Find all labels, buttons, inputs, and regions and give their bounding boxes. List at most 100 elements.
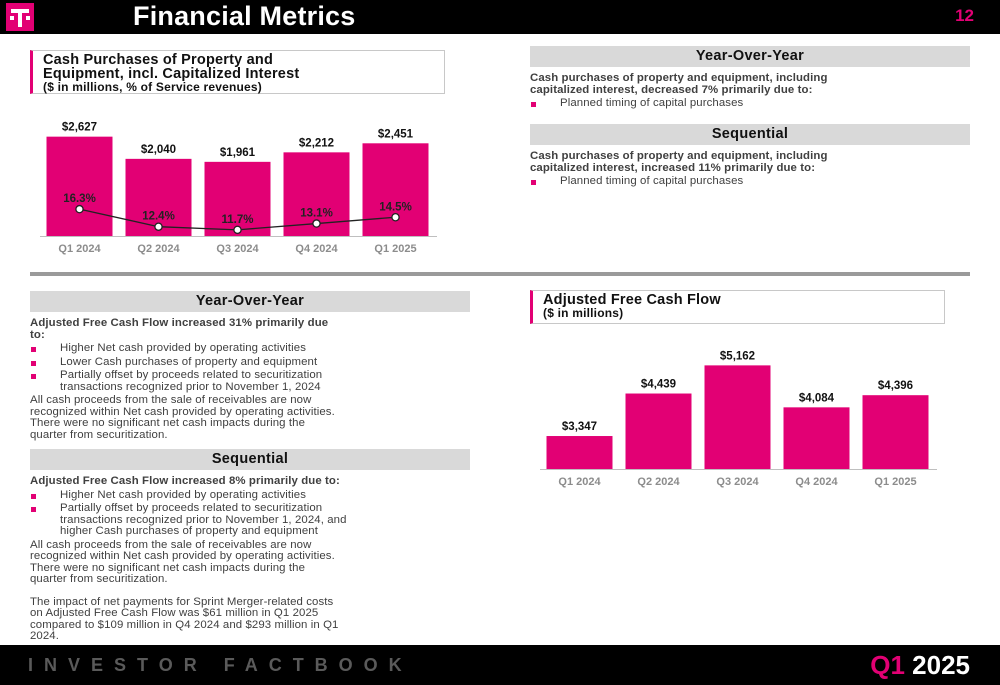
capex-yoy-text: Cash purchases of property and equipment…: [530, 72, 970, 110]
capex-seq-lead-1: Cash purchases of property and equipment…: [530, 150, 828, 162]
bar-value-label: $4,439: [641, 379, 676, 391]
bar-value-label: $2,212: [299, 137, 334, 149]
fcf-seq-bullet-2-line1: Partially offset by proceeds related to …: [60, 502, 323, 514]
footer-quarter: Q1: [870, 650, 905, 680]
fcf-seq-bullet-2: Partially offset by proceeds related to …: [30, 502, 475, 538]
t-mobile-logo-icon: [6, 3, 34, 31]
bar-q1-2025: [362, 143, 429, 236]
fcf-seq-note-2: recognized within Net cash provided by o…: [30, 550, 335, 562]
footer-factbook-label: INVESTOR FACTBOOK: [28, 655, 413, 675]
bar-value-label: $2,627: [62, 122, 97, 134]
fcf-subtitle: ($ in millions): [543, 306, 624, 320]
fcf-yoy-text: Adjusted Free Cash Flow increased 31% pr…: [30, 317, 475, 441]
fcf-seq-bullet-2-line3: higher Cash purchases of property and eq…: [60, 525, 318, 537]
fcf-chart-svg: $3,347 Q1 2024 $4,439 Q2 2024 $5,162 Q3 2024 $…: [540, 350, 937, 488]
capex-title-line1: Cash Purchases of Property and: [43, 52, 274, 68]
bar-value-label: $4,396: [878, 380, 913, 392]
fcf-yoy-lead-1: Adjusted Free Cash Flow increased 31% pr…: [30, 317, 329, 329]
bullet-square-icon: [31, 493, 36, 499]
bullet-square-icon: [31, 507, 36, 512]
capex-seq-bullet-1: Planned timing of capital purchases: [560, 175, 744, 187]
bar-q1-2024: [46, 136, 113, 236]
fcf-yoy-note-3: There were no significant net cash impac…: [30, 417, 306, 429]
line-point: [312, 219, 321, 228]
x-tick-label: Q4 2024: [795, 476, 838, 488]
capex-yoy-lead-1: Cash purchases of property and equipment…: [530, 72, 828, 84]
bullet-square-icon: [31, 360, 36, 366]
capex-seq-bullet: Planned timing of capital purchases: [530, 175, 970, 188]
page-title: Financial Metrics: [133, 1, 356, 31]
fcf-seq-note-1: All cash proceeds from the sale of recei…: [30, 538, 312, 551]
x-tick-label: Q1 2024: [558, 476, 601, 488]
fcf-yoy-bullet-1: Higher Net cash provided by operating ac…: [30, 342, 475, 355]
capex-chart: $2,627 Q1 2024 $2,040 Q2 2024 $1,961 Q3 2024 $…: [30, 110, 445, 260]
line-value-label: 16.3%: [63, 193, 96, 205]
fcf-seq-note-3: There were no significant net cash impac…: [30, 561, 306, 574]
line-point: [233, 225, 242, 235]
fcf-yoy-bullet-2-text: Lower Cash purchases of property and equ…: [60, 355, 318, 368]
footer-period: Q1 2025: [870, 650, 970, 681]
capex-yoy-bullet: Planned timing of capital purchases: [530, 97, 970, 110]
capex-title-box: Cash Purchases of Property and Equipment…: [30, 50, 445, 94]
x-tick-label: Q3 2024: [216, 243, 259, 255]
fcf-seq-bullet-1-text: Higher Net cash provided by operating ac…: [60, 488, 307, 501]
x-tick-label: Q2 2024: [137, 243, 180, 255]
fcf-yoy-bullet-3-line1: Partially offset by proceeds related to …: [60, 369, 323, 381]
fcf-seq-bullet-2-line2: transactions recognized prior to Novembe…: [60, 513, 347, 526]
fcf-yoy-lead-2: to:: [30, 328, 45, 341]
bar-q3-2024: [704, 365, 771, 469]
fcf-seq-text: Adjusted Free Cash Flow increased 8% pri…: [30, 475, 475, 643]
fcf-yoy-bullet-1-text: Higher Net cash provided by operating ac…: [60, 342, 307, 354]
header-bar: Financial Metrics 12: [0, 0, 1000, 34]
fcf-seq-note-4: quarter from securitization.: [30, 573, 168, 585]
page-number: 12: [955, 6, 974, 25]
fcf-seq-heading: Sequential: [30, 449, 470, 470]
fcf-merger-3: compared to $109 million in Q4 2024 and …: [30, 618, 339, 631]
capex-seq-lead-2: capitalized interest, increased 11% prim…: [530, 161, 816, 174]
capex-seq-text: Cash purchases of property and equipment…: [530, 150, 970, 188]
line-value-label: 13.1%: [300, 208, 333, 220]
fcf-chart: $3,347 Q1 2024 $4,439 Q2 2024 $5,162 Q3 2024 $…: [530, 340, 945, 490]
bar-q1-2024: [546, 436, 613, 469]
footer-bar: INVESTOR FACTBOOK Q1 2025: [0, 645, 1000, 685]
fcf-title: Adjusted Free Cash Flow: [543, 292, 721, 308]
line-value-label: 12.4%: [142, 211, 175, 223]
capex-yoy-lead-2: capitalized interest, decreased 7% prima…: [530, 83, 813, 96]
line-point: [391, 213, 400, 222]
x-tick-label: Q1 2025: [874, 476, 916, 488]
line-value-label: 11.7%: [222, 214, 254, 226]
fcf-yoy-bullet-3-line2: transactions recognized prior to Novembe…: [60, 380, 321, 393]
fcf-seq-bullet-1: Higher Net cash provided by operating ac…: [30, 488, 475, 502]
fcf-merger-2: on Adjusted Free Cash Flow was $61 milli…: [30, 607, 319, 619]
fcf-yoy-note-4: quarter from securitization.: [30, 428, 168, 441]
fcf-yoy-bullet-3: Partially offset by proceeds related to …: [30, 369, 475, 393]
capex-yoy-heading: Year-Over-Year: [530, 46, 970, 67]
bullet-square-icon: [531, 102, 536, 107]
x-tick-label: Q2 2024: [637, 476, 680, 488]
bar-q4-2024: [783, 407, 850, 469]
line-point: [75, 204, 84, 214]
fcf-merger-4: 2024.: [30, 630, 60, 642]
fcf-seq-lead-1: Adjusted Free Cash Flow increased 8% pri…: [30, 475, 340, 487]
capex-chart-svg: $2,627 Q1 2024 $2,040 Q2 2024 $1,961 Q3 2024 $…: [40, 122, 437, 255]
bar-q2-2024: [625, 393, 692, 469]
bar-value-label: $3,347: [562, 421, 597, 433]
bullet-square-icon: [531, 180, 536, 185]
footer-year: 2025: [912, 650, 970, 680]
bar-value-label: $2,451: [378, 128, 414, 140]
fcf-yoy-note-1: All cash proceeds from the sale of recei…: [30, 394, 312, 406]
fcf-yoy-heading: Year-Over-Year: [30, 291, 470, 312]
bullet-square-icon: [31, 374, 36, 379]
bar-value-label: $4,084: [799, 392, 835, 404]
bar-q3-2024: [204, 161, 271, 236]
bar-value-label: $1,961: [220, 147, 256, 159]
bullet-square-icon: [31, 347, 36, 352]
capex-seq-heading: Sequential: [530, 124, 970, 145]
bar-value-label: $2,040: [141, 144, 176, 156]
x-tick-label: Q1 2025: [374, 243, 416, 255]
line-value-label: 14.5%: [379, 201, 412, 213]
capex-subtitle: ($ in millions, % of Service revenues): [43, 80, 263, 94]
fcf-yoy-bullet-2: Lower Cash purchases of property and equ…: [30, 355, 475, 369]
capex-title-line2: Equipment, incl. Capitalized Interest: [43, 66, 300, 82]
line-point: [154, 222, 163, 231]
